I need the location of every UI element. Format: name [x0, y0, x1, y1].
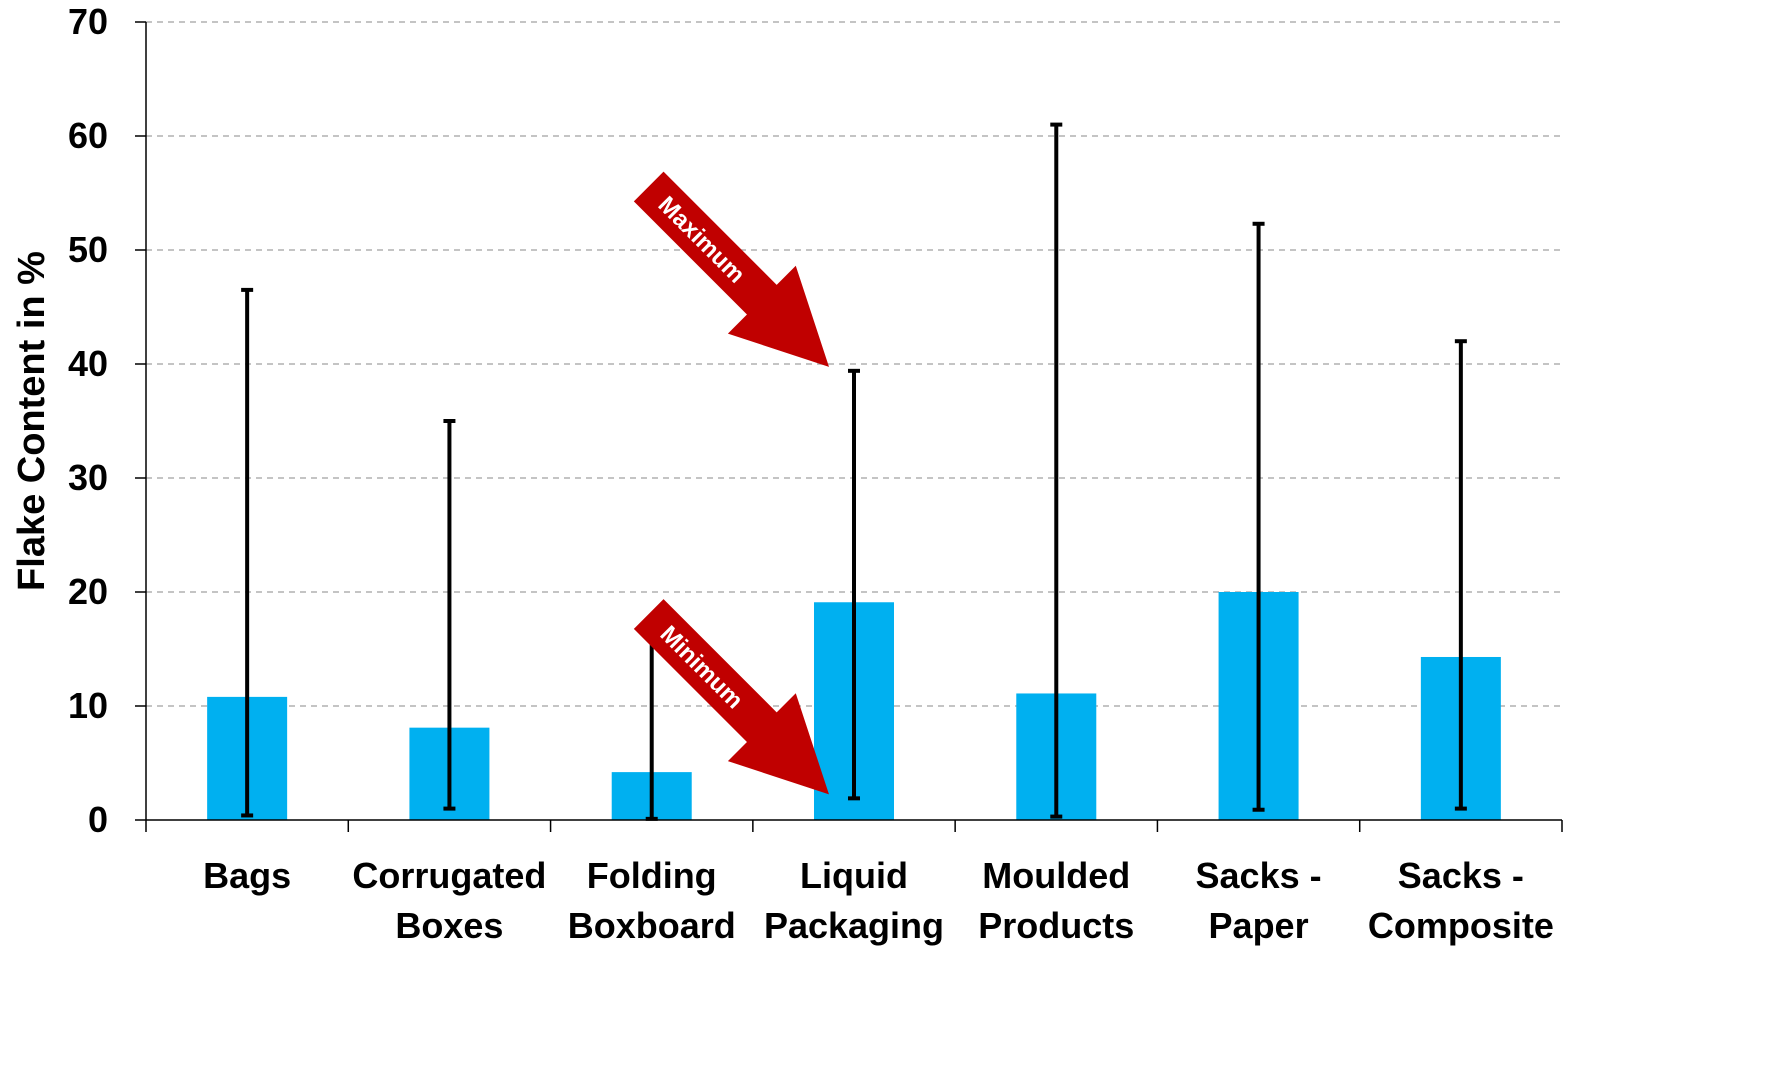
- labels: 0 10 20 30 40 50 60 70 Bags Corrugated BoxesFoldin…: [11, 1, 1554, 946]
- x-category-label: Sacks -Composite: [1368, 855, 1554, 946]
- x-category-label: Corrugated Boxes: [352, 855, 546, 946]
- y-tick-label: 20: [68, 571, 108, 612]
- error-bars: [241, 122, 1467, 821]
- y-tick-label: 70: [68, 1, 108, 42]
- axes: [135, 21, 1563, 832]
- y-tick-label: 0: [88, 799, 108, 840]
- annotation-arrow: Maximum: [633, 171, 829, 367]
- x-category-label: Liquid Packaging: [764, 855, 944, 946]
- annotation-label: Minimum: [655, 621, 749, 715]
- x-category-label: Folding Boxboard: [568, 855, 736, 946]
- annotation-label: Maximum: [653, 191, 750, 288]
- y-tick-label: 60: [68, 115, 108, 156]
- x-category-label: Bags: [203, 855, 291, 896]
- y-axis-title: Flake Content in %: [11, 251, 53, 591]
- x-category-label: Sacks -Paper: [1196, 855, 1322, 946]
- y-tick-label: 30: [68, 457, 108, 498]
- y-tick-label: 40: [68, 343, 108, 384]
- arrow-shape: [633, 171, 829, 367]
- arrow-shape: [633, 599, 829, 795]
- y-tick-label: 50: [68, 229, 108, 270]
- x-category-label: Moulded Products: [978, 855, 1134, 946]
- y-tick-label: 10: [68, 685, 108, 726]
